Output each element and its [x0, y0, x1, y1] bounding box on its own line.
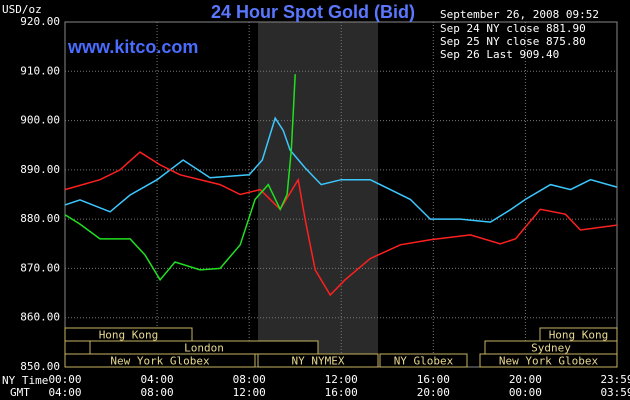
y-tick-label: 860.00: [20, 311, 60, 324]
session-box: [64, 353, 256, 368]
session-label: New York Globex: [499, 355, 599, 368]
session-box: [257, 353, 379, 368]
y-tick-label: 900.00: [20, 114, 60, 127]
gmt-tick-label: 20:00: [417, 386, 450, 399]
session-label: NY Globex: [394, 355, 454, 368]
chart-title: 24 Hour Spot Gold (Bid): [211, 2, 415, 22]
y-tick-label: 850.00: [20, 360, 60, 373]
session-label: New York Globex: [110, 355, 210, 368]
session-box: [64, 340, 91, 355]
series-line: [64, 74, 296, 282]
session-box: [379, 353, 468, 368]
watermark: www.kitco.com: [67, 37, 198, 57]
gmt-tick-label: 04:00: [48, 386, 81, 399]
gmt-tick-label: 00:00: [509, 386, 542, 399]
gmt-tick-label: 08:00: [141, 386, 174, 399]
session-label: NY NYMEX: [292, 355, 345, 368]
session-label: Hong Kong: [99, 329, 159, 342]
legend-entry: Sep 24 NY close 881.90: [440, 22, 586, 35]
gmt-tick-label: 16:00: [325, 386, 358, 399]
x2-row-label: GMT: [10, 386, 30, 399]
x-row-label: NY Time: [2, 374, 48, 387]
y-tick-label: 890.00: [20, 163, 60, 176]
series-line: [64, 151, 618, 297]
date-label: September 26, 2008 09:52: [440, 8, 599, 21]
y-tick-label: 920.00: [20, 15, 60, 28]
y-axis-label: USD/oz: [2, 3, 42, 16]
x-tick-label: 23:59: [600, 373, 630, 386]
gmt-tick-label: 12:00: [233, 386, 266, 399]
x-tick-label: 08:00: [233, 373, 266, 386]
x-tick-label: 04:00: [141, 373, 174, 386]
y-tick-label: 880.00: [20, 212, 60, 225]
x-tick-label: 00:00: [48, 373, 81, 386]
x-tick-label: 20:00: [509, 373, 542, 386]
session-box: [479, 353, 618, 368]
y-tick-label: 910.00: [20, 64, 60, 77]
session-label: Sydney: [531, 342, 571, 355]
series-line: [64, 116, 618, 223]
gmt-tick-label: 03:59: [600, 386, 630, 399]
legend-entry: Sep 25 NY close 875.80: [440, 35, 586, 48]
session-label: London: [184, 342, 224, 355]
trading-shade: [258, 22, 378, 367]
x-tick-label: 16:00: [417, 373, 450, 386]
x-tick-label: 12:00: [325, 373, 358, 386]
y-tick-label: 870.00: [20, 261, 60, 274]
legend-entry: Sep 26 Last 909.40: [440, 48, 559, 61]
session-label: Hong Kong: [549, 329, 609, 342]
